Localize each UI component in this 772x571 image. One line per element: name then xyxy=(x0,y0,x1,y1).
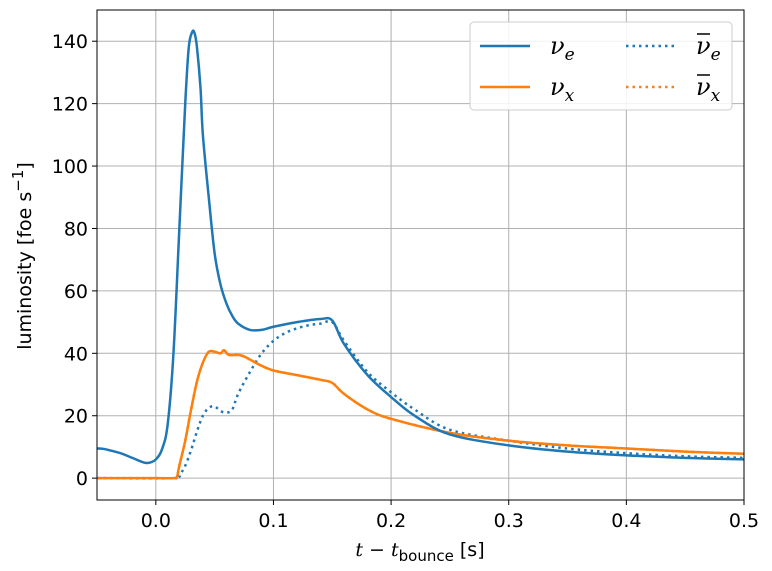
legend-item-0: νe xyxy=(480,32,575,65)
x-axis-label: t − tbounce [s] xyxy=(355,539,484,565)
legend: νe νx νe νx xyxy=(469,21,733,111)
y-tick-label: 0 xyxy=(76,468,88,490)
x-tick-label: 0.2 xyxy=(376,510,406,532)
series-line-0 xyxy=(97,29,744,465)
y-tick-label: 80 xyxy=(64,218,88,240)
legend-item-2: νe xyxy=(626,32,721,65)
series-line-2 xyxy=(97,319,744,480)
legend-label: νe xyxy=(696,32,721,65)
x-tick-label: 0.3 xyxy=(494,510,524,532)
series-line-1 xyxy=(97,348,744,480)
legend-label: νx xyxy=(550,73,575,106)
legend-box xyxy=(469,21,733,111)
x-tick-label: 0.0 xyxy=(141,510,171,532)
y-tick-label: 140 xyxy=(52,31,88,53)
legend-label: νx xyxy=(696,73,721,106)
plot-lines xyxy=(97,29,744,480)
x-tick-label: 0.4 xyxy=(611,510,641,532)
legend-item-3: νx xyxy=(626,73,721,106)
y-tick-label: 120 xyxy=(52,94,88,116)
axis-ticks: 0.0 0.1 0.2 0.3 0.4 0.5 0 20 40 60 80 100 120 140 xyxy=(52,31,759,532)
y-tick-label: 60 xyxy=(64,281,88,303)
legend-label: νe xyxy=(550,32,575,65)
plot-frame xyxy=(96,9,745,501)
y-tick-label: 40 xyxy=(64,343,88,365)
series-line-3 xyxy=(97,348,744,480)
y-axis-label: luminosity [foe s−1] xyxy=(9,162,36,350)
x-tick-label: 0.1 xyxy=(258,510,288,532)
legend-item-1: νx xyxy=(480,73,575,106)
y-tick-label: 100 xyxy=(52,156,88,178)
x-tick-label: 0.5 xyxy=(729,510,759,532)
y-tick-label: 20 xyxy=(64,406,88,428)
